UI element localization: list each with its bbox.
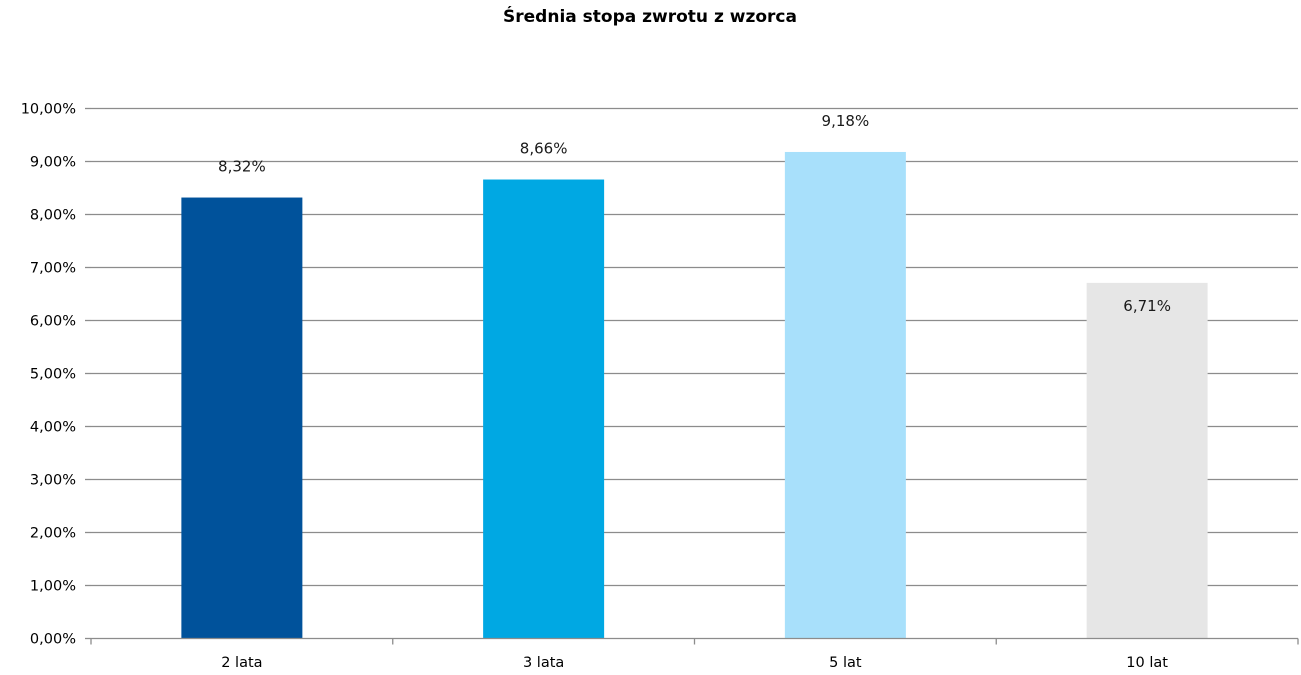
chart-title: Średnia stopa zwrotu z wzorca	[503, 5, 797, 27]
x-axis	[90, 637, 1299, 645]
y-tick-label: 2,00%	[30, 526, 76, 542]
x-tick-label: 10 lat	[1126, 655, 1168, 671]
bar	[483, 179, 605, 639]
y-tick-label: 8,00%	[30, 208, 76, 224]
y-tick-label: 4,00%	[30, 420, 76, 436]
y-tick-label: 1,00%	[30, 579, 76, 595]
x-tick-label: 5 lat	[829, 655, 862, 671]
bars	[181, 151, 1208, 639]
y-tick-label: 9,00%	[30, 155, 76, 171]
y-tick-label: 5,00%	[30, 367, 76, 383]
x-axis-labels: 2 lata 3 lata 5 lat 10 lat	[221, 655, 1168, 671]
y-axis-labels: 0,00% 1,00% 2,00% 3,00% 4,00% 5,00% 6,00% 7,00%…	[21, 102, 76, 648]
bar	[1086, 282, 1208, 639]
data-label: 9,18%	[822, 112, 870, 130]
data-label: 6,71%	[1123, 297, 1171, 315]
data-label: 8,66%	[520, 140, 568, 158]
x-tick-label: 3 lata	[523, 655, 564, 671]
data-labels: 8,32% 8,66% 9,18% 6,71%	[218, 112, 1171, 315]
data-label: 8,32%	[218, 158, 266, 176]
y-tick-label: 10,00%	[21, 102, 76, 118]
y-tick-label: 7,00%	[30, 261, 76, 277]
y-tick-label: 0,00%	[30, 632, 76, 648]
bar	[181, 197, 303, 639]
bar	[784, 151, 906, 639]
y-tick-label: 3,00%	[30, 473, 76, 489]
y-tick-label: 6,00%	[30, 314, 76, 330]
x-tick-label: 2 lata	[221, 655, 262, 671]
